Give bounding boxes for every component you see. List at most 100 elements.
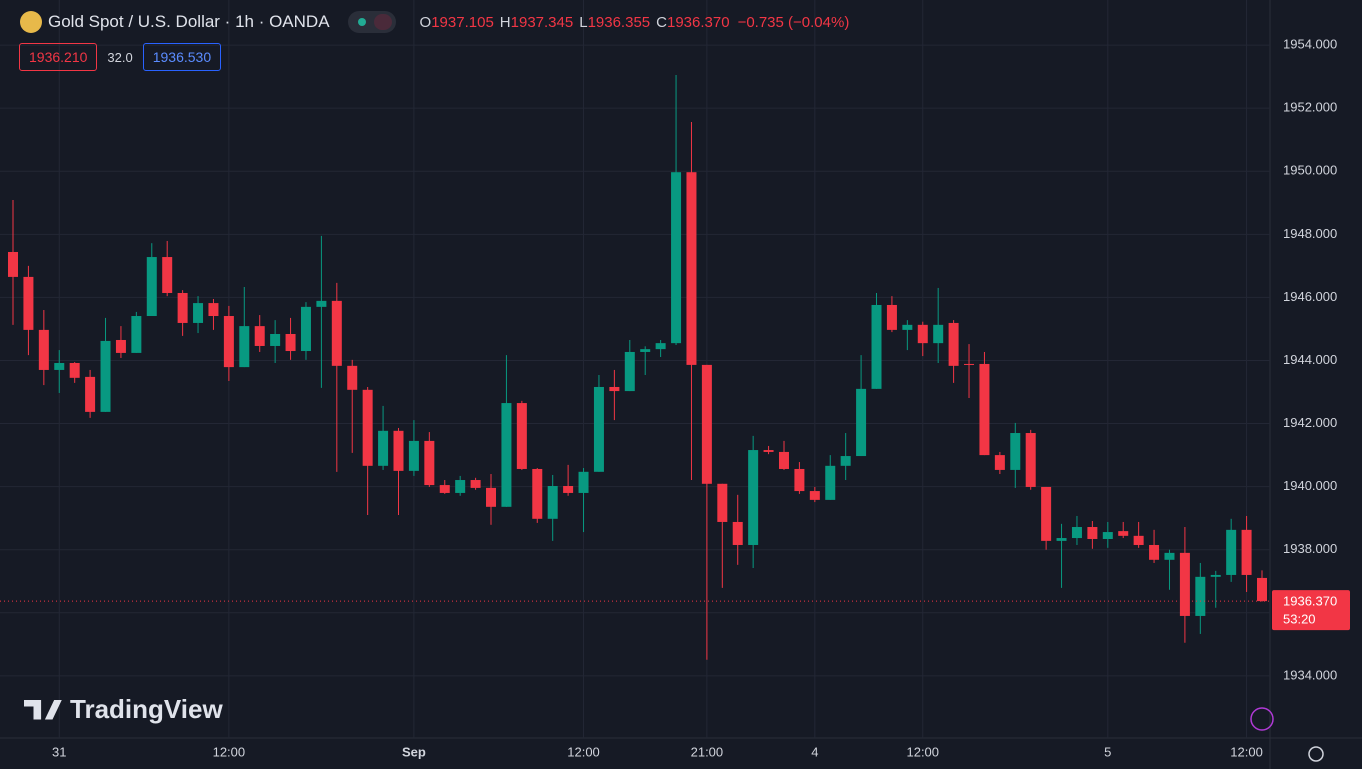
- candle-body: [486, 487, 497, 507]
- spread: 32.0: [107, 49, 133, 65]
- candle-body: [856, 388, 867, 457]
- candle-body: [1195, 576, 1206, 616]
- candle-body: [378, 430, 389, 466]
- candle-body: [624, 351, 635, 392]
- candle-body: [933, 324, 944, 344]
- ohlc-key: O: [419, 13, 432, 31]
- candle-body: [1087, 527, 1098, 539]
- status-pill[interactable]: [347, 11, 396, 33]
- candle-body: [239, 326, 250, 368]
- x-tick-label: 4: [811, 744, 818, 759]
- candle-body: [100, 340, 111, 412]
- candle-body: [115, 339, 126, 353]
- watermark: TradingView: [24, 694, 223, 725]
- candle-body: [1056, 538, 1067, 541]
- candle-body: [316, 300, 327, 307]
- candle-body: [748, 450, 759, 545]
- candle-body: [131, 316, 142, 353]
- candle-body: [1041, 486, 1052, 541]
- candle-body: [948, 322, 959, 366]
- y-tick-label: 1940.000: [1283, 478, 1337, 493]
- candle-body: [162, 257, 173, 293]
- candle-body: [1010, 433, 1021, 470]
- candle-body: [1133, 535, 1144, 545]
- candle-body: [470, 480, 481, 488]
- ohlc-value: 1936.370: [666, 13, 730, 31]
- y-tick-label: 1954.000: [1283, 37, 1337, 52]
- candle-body: [547, 486, 558, 519]
- candle-body: [794, 468, 805, 492]
- settings-icon: [1308, 746, 1324, 762]
- ohlc-value: 1937.345: [510, 13, 574, 31]
- candle-body: [193, 303, 204, 323]
- x-tick-label: 12:00: [1230, 744, 1263, 759]
- candle-body: [778, 451, 789, 469]
- watermark-logo: [24, 699, 62, 720]
- candle-body: [686, 172, 697, 365]
- x-tick-label: Sep: [402, 744, 426, 759]
- watermark-text: TradingView: [70, 694, 223, 724]
- candle-body: [578, 471, 589, 493]
- candle-body: [439, 485, 450, 493]
- candle-body: [763, 450, 774, 452]
- candle-body: [408, 440, 419, 471]
- candle-body: [223, 316, 234, 368]
- candle-body: [964, 363, 975, 365]
- candle-body: [393, 430, 404, 471]
- candle-body: [331, 300, 342, 366]
- candle-body: [671, 172, 682, 344]
- candle-body: [177, 292, 188, 323]
- candle-body: [994, 455, 1005, 470]
- candle-body: [146, 257, 157, 317]
- candle-body: [501, 403, 512, 507]
- candle-body: [1071, 527, 1082, 539]
- ohlc-value: 1937.105: [431, 13, 494, 31]
- symbol-logo: [20, 11, 42, 33]
- candle-body: [732, 521, 743, 545]
- x-tick-label: 21:00: [691, 744, 724, 759]
- candle-body: [809, 491, 820, 500]
- candle-body: [871, 304, 882, 389]
- candle-body: [593, 386, 604, 472]
- candle-body: [1164, 552, 1175, 560]
- candle-body: [917, 324, 928, 344]
- candle-body: [532, 468, 543, 519]
- candle-body: [208, 303, 219, 317]
- candle-body: [717, 483, 728, 522]
- candle-body: [840, 456, 851, 466]
- x-tick-label: 5: [1104, 744, 1111, 759]
- ohlc-key: L: [579, 13, 588, 31]
- symbol-title[interactable]: Gold Spot / U.S. Dollar · 1h · OANDA: [48, 12, 330, 31]
- candle-body: [38, 329, 49, 370]
- candle-body: [254, 326, 265, 346]
- x-tick-label: 12:00: [906, 744, 939, 759]
- candle-body: [300, 306, 311, 352]
- bid-button[interactable]: 1936.210: [19, 43, 98, 71]
- price-axis-bg: [1270, 0, 1362, 769]
- countdown: 53:20: [1283, 612, 1316, 627]
- x-tick-label: 12:00: [567, 744, 600, 759]
- candle-body: [563, 486, 574, 493]
- last-price-box: [1272, 590, 1350, 631]
- legend-header: Gold Spot / U.S. Dollar · 1h · OANDA O 19…: [20, 10, 849, 34]
- last-price-label: 1936.370: [1283, 594, 1337, 609]
- x-tick-label: 31: [52, 744, 66, 759]
- y-tick-label: 1944.000: [1283, 352, 1337, 367]
- y-tick-label: 1942.000: [1283, 415, 1337, 430]
- candle-body: [516, 403, 527, 469]
- candle-body: [1102, 532, 1113, 539]
- candle-body: [1149, 544, 1160, 560]
- candle-body: [1118, 531, 1129, 536]
- ohlc-value: 1936.355: [587, 13, 651, 31]
- candle-body: [1179, 552, 1190, 616]
- ask-button[interactable]: 1936.530: [142, 43, 222, 71]
- candle-body: [424, 440, 435, 486]
- lightning-icon: [1250, 707, 1274, 731]
- candle-body: [1241, 529, 1252, 575]
- candle-body: [640, 349, 651, 352]
- candle-body: [825, 465, 836, 500]
- change: −0.735 (−0.04%): [737, 13, 850, 31]
- y-tick-label: 1946.000: [1283, 289, 1337, 304]
